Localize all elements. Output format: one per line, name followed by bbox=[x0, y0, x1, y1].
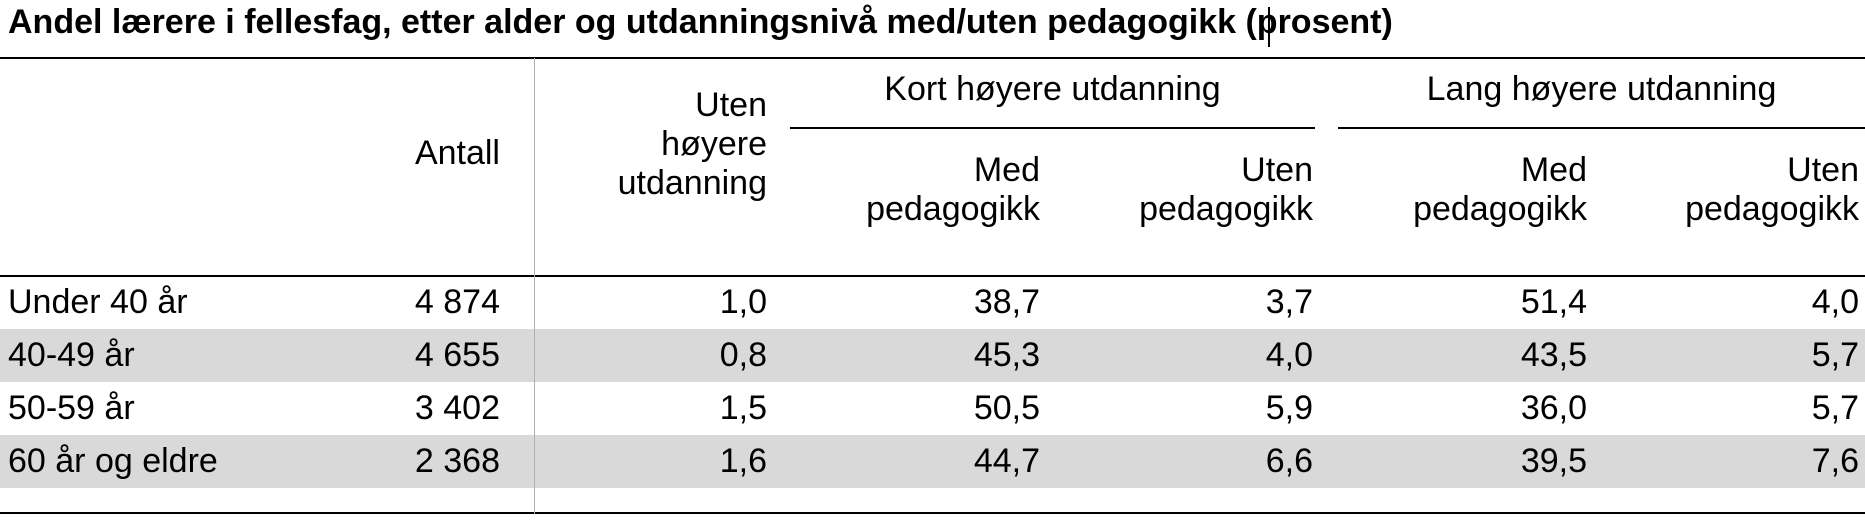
header-kort-med: Med pedagogikk bbox=[866, 151, 1040, 228]
header-kort-uten: Uten pedagogikk bbox=[1139, 151, 1313, 228]
bottom-rule bbox=[0, 512, 1865, 514]
chart-title: Andel lærere i fellesfag, etter alder og… bbox=[8, 3, 1393, 41]
cell-kort-med: 44,7 bbox=[973, 442, 1040, 480]
row-band bbox=[0, 435, 1865, 488]
cell-lang-med: 51,4 bbox=[1520, 283, 1587, 321]
cell-kort-uten: 3,7 bbox=[1265, 283, 1313, 321]
cell-lang-uten: 5,7 bbox=[1811, 389, 1859, 427]
header-bottom-rule bbox=[0, 275, 1865, 277]
column-separator bbox=[534, 58, 535, 514]
text-cursor bbox=[1268, 7, 1270, 47]
cell-uten-hoyere: 0,8 bbox=[719, 336, 767, 374]
cell-lang-uten: 7,6 bbox=[1811, 442, 1859, 480]
cell-kort-uten: 5,9 bbox=[1265, 389, 1313, 427]
row-label: 40-49 år bbox=[8, 336, 135, 374]
cell-antall: 4 874 bbox=[414, 283, 500, 321]
row-band bbox=[0, 329, 1865, 382]
cell-kort-med: 45,3 bbox=[973, 336, 1040, 374]
header-lang-uten: Uten pedagogikk bbox=[1685, 151, 1859, 228]
header-uten-hoyere: Uten høyere utdanning bbox=[617, 86, 767, 202]
cell-kort-uten: 6,6 bbox=[1265, 442, 1313, 480]
header-lang-med: Med pedagogikk bbox=[1413, 151, 1587, 228]
group-rule-lang bbox=[1338, 127, 1865, 129]
cell-antall: 4 655 bbox=[414, 336, 500, 374]
cell-uten-hoyere: 1,0 bbox=[719, 283, 767, 321]
top-rule bbox=[0, 57, 1865, 59]
row-label: 60 år og eldre bbox=[8, 442, 218, 480]
row-label: Under 40 år bbox=[8, 283, 188, 321]
cell-kort-uten: 4,0 bbox=[1265, 336, 1313, 374]
cell-lang-uten: 4,0 bbox=[1811, 283, 1859, 321]
cell-lang-med: 43,5 bbox=[1520, 336, 1587, 374]
cell-antall: 3 402 bbox=[414, 389, 500, 427]
cell-uten-hoyere: 1,6 bbox=[719, 442, 767, 480]
cell-kort-med: 38,7 bbox=[973, 283, 1040, 321]
cell-lang-uten: 5,7 bbox=[1811, 336, 1859, 374]
cell-lang-med: 36,0 bbox=[1520, 389, 1587, 427]
group-header-lang: Lang høyere utdanning bbox=[1426, 70, 1777, 108]
row-label: 50-59 år bbox=[8, 389, 135, 427]
cell-antall: 2 368 bbox=[414, 442, 500, 480]
group-rule-kort bbox=[790, 127, 1315, 129]
cell-lang-med: 39,5 bbox=[1520, 442, 1587, 480]
header-antall: Antall bbox=[414, 134, 500, 172]
group-header-kort: Kort høyere utdanning bbox=[884, 70, 1221, 108]
cell-kort-med: 50,5 bbox=[973, 389, 1040, 427]
cell-uten-hoyere: 1,5 bbox=[719, 389, 767, 427]
